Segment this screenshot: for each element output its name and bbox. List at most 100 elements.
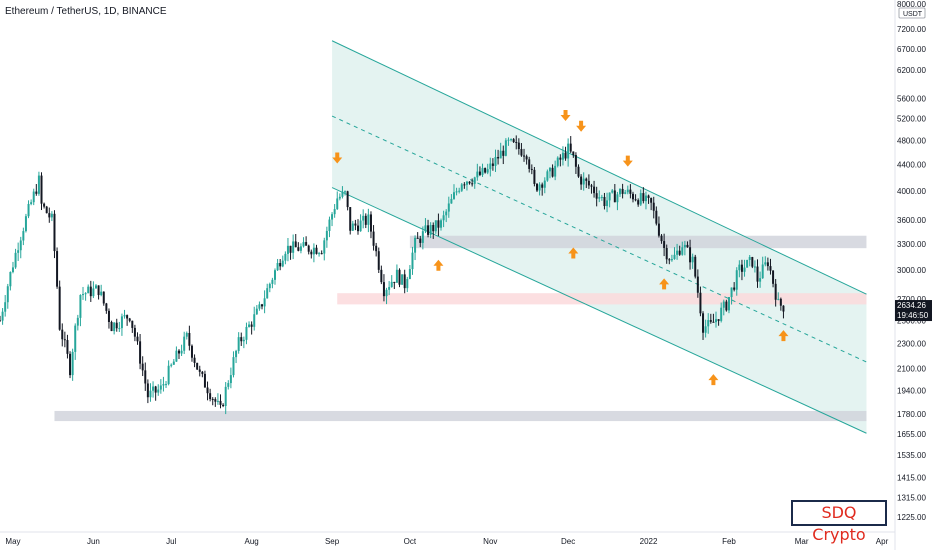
candle-body: [273, 270, 276, 280]
candle-body: [655, 210, 658, 224]
arrow-shape: [433, 259, 444, 271]
candle-body: [97, 285, 100, 296]
candle-body: [152, 386, 155, 391]
time-tick-label: Feb: [722, 537, 736, 546]
candle-body: [458, 190, 461, 192]
candle-body: [35, 191, 38, 194]
candle-body: [71, 351, 74, 376]
candle-body: [63, 339, 66, 341]
candle-body: [268, 283, 271, 289]
candle-body: [720, 307, 723, 321]
candle-body: [276, 263, 279, 271]
price-tick-label: 5600.00: [897, 94, 926, 103]
candle-body: [141, 363, 144, 371]
candle-body: [118, 328, 121, 330]
candle-body: [128, 318, 131, 321]
candle-body: [284, 253, 287, 261]
candle-body: [691, 256, 694, 263]
candle-body: [478, 171, 481, 175]
candle-body: [424, 225, 427, 232]
candle-body: [6, 286, 9, 303]
price-tick-label: 3300.00: [897, 240, 926, 249]
candle-body: [302, 242, 305, 247]
support-zone-low: [54, 410, 867, 422]
candle-body: [193, 357, 196, 363]
candle-body: [4, 302, 7, 312]
candle-body: [105, 303, 108, 311]
price-tick-label: 1780.00: [897, 410, 926, 419]
candle-body: [385, 289, 388, 297]
time-tick-label: Mar: [795, 537, 809, 546]
candle-body: [406, 278, 409, 289]
arrow-shape: [659, 278, 670, 290]
price-tick-label: 1315.00: [897, 493, 926, 502]
candle-body: [318, 253, 321, 255]
candle-body: [733, 287, 736, 290]
candle-body: [211, 399, 214, 401]
candle-body: [442, 215, 445, 221]
candle-body: [611, 190, 614, 193]
candle-body: [369, 214, 372, 232]
candle-body: [398, 269, 401, 285]
candle-body: [569, 143, 572, 152]
candle-body: [263, 298, 266, 307]
candle-body: [538, 184, 541, 191]
candle-body: [647, 195, 650, 198]
candle-body: [113, 322, 116, 332]
candle-body: [364, 215, 367, 225]
price-tick-label: 1535.00: [897, 451, 926, 460]
candle-body: [19, 240, 22, 251]
candle-body: [209, 393, 212, 400]
candle-body: [447, 203, 450, 212]
arrow-shape: [708, 374, 719, 386]
candle-body: [375, 245, 378, 252]
candle-body: [27, 203, 30, 217]
candle-body: [523, 155, 526, 157]
candle-body: [660, 235, 663, 242]
candle-body: [359, 220, 362, 232]
candle-body: [344, 191, 347, 193]
arrow-down-1-icon: [332, 152, 343, 164]
candle-body: [650, 197, 653, 203]
candle-body: [403, 274, 406, 289]
candle-body: [336, 198, 339, 210]
price-tick-label: 1415.00: [897, 473, 926, 482]
candle-body: [245, 326, 248, 340]
candle-body: [727, 297, 730, 311]
candle-body: [707, 320, 710, 327]
candle-body: [266, 288, 269, 299]
candle-body: [79, 295, 82, 318]
arrow-up-7-icon: [659, 278, 670, 290]
candle-body: [541, 184, 544, 188]
time-tick-label: 2022: [640, 537, 658, 546]
channel-middle-line: [331, 115, 867, 363]
time-tick-label: Nov: [483, 537, 497, 546]
candle-body: [393, 281, 396, 283]
candle-body: [468, 181, 471, 184]
candle-body: [11, 267, 14, 273]
candle-body: [608, 192, 611, 201]
candle-body: [183, 336, 186, 351]
candle-body: [676, 250, 679, 255]
candle-body: [0, 320, 1, 322]
candle-body: [411, 252, 414, 270]
candle-body: [149, 390, 152, 398]
candle-body: [203, 373, 206, 388]
candle-body: [146, 383, 149, 398]
candle-body: [253, 314, 256, 327]
candle-body: [499, 150, 502, 159]
candle-body: [248, 324, 251, 327]
candle-body: [445, 211, 448, 216]
price-tick-label: 2300.00: [897, 339, 926, 348]
arrow-shape: [576, 120, 587, 132]
candle-body: [323, 240, 326, 254]
candle-body: [686, 244, 689, 248]
candle-body: [242, 339, 245, 342]
price-tick-label: 8000.00: [897, 0, 926, 9]
watermark-label: SDQ Crypto: [791, 500, 887, 544]
candle-body: [328, 219, 331, 231]
candle-body: [735, 270, 738, 290]
candle-body: [437, 220, 440, 228]
